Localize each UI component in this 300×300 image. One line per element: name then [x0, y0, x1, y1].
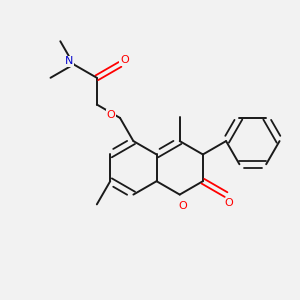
Text: O: O — [120, 55, 129, 65]
Text: O: O — [225, 199, 233, 208]
Text: O: O — [107, 110, 116, 120]
Text: O: O — [178, 202, 187, 212]
Text: N: N — [65, 56, 74, 66]
